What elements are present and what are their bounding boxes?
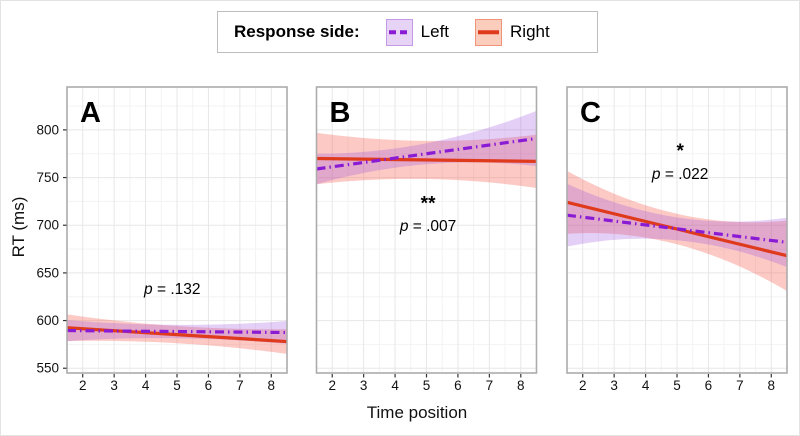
x-axis-label: Time position	[366, 403, 468, 422]
panel-C-border	[566, 86, 788, 374]
legend-key-left-swatch	[385, 18, 413, 46]
y-tick-label: 550	[36, 361, 59, 376]
legend-item-left: Left	[385, 18, 450, 46]
y-axis-label: RT (ms)	[9, 196, 28, 258]
solid-line-icon	[478, 30, 500, 34]
panel-A-x-tick-label: 3	[110, 378, 118, 393]
panel-C-ribbon-left	[567, 183, 787, 268]
panel-B-x-tick-label: 3	[360, 378, 368, 393]
panel-C-significance-stars: *	[676, 141, 684, 162]
panel-B-border	[315, 86, 538, 374]
panel-B-significance-stars: **	[421, 193, 436, 214]
panel-C-x-tick-label: 3	[610, 378, 618, 393]
panel-C-x-tick-label: 7	[736, 378, 744, 393]
panel-C-p-value: p = .022	[651, 166, 708, 183]
panel-A-border	[66, 86, 288, 374]
panel-A-x-tick-label: 6	[205, 378, 213, 393]
panel-B-ribbon-left	[316, 110, 537, 185]
legend-label-right: Right	[510, 22, 550, 41]
panel-B-regression-line-left	[316, 136, 537, 171]
dashed-line-icon	[388, 30, 410, 34]
legend-item-right: Right	[475, 18, 550, 46]
panel-A-x-tick-label: 5	[173, 378, 181, 393]
panel-B-x-tick-label: 2	[328, 378, 336, 393]
panel-C-letter: C	[580, 97, 601, 129]
legend-key-right-swatch	[475, 18, 503, 46]
panel-A-x-tick-label: 7	[236, 378, 244, 393]
panel-A-x-tick-label: 4	[142, 378, 150, 393]
legend-box: Response side: Left Right	[217, 11, 598, 53]
panel-A-x-tick-label: 2	[79, 378, 87, 393]
panel-B-letter: B	[330, 97, 351, 129]
panel-C-x-tick-label: 4	[642, 378, 650, 393]
panel-B-regression-line-right	[316, 156, 537, 163]
panel-B-x-tick-label: 4	[391, 378, 399, 393]
panel-B-x-tick-label: 7	[486, 378, 494, 393]
panel-C-x-tick-label: 5	[673, 378, 681, 393]
y-tick-label: 650	[36, 265, 59, 280]
legend-label-left: Left	[420, 22, 450, 41]
y-tick-label: 600	[36, 313, 59, 328]
panel-A-p-value: p = .132	[143, 281, 200, 298]
panel-A-letter: A	[80, 97, 101, 129]
panel-B-x-tick-label: 6	[454, 378, 462, 393]
y-tick-label: 700	[36, 218, 59, 233]
panel-B-x-tick-label: 5	[423, 378, 431, 393]
panel-C-regression-line-right	[566, 200, 788, 258]
y-tick-label: 800	[36, 122, 59, 137]
panel-C-x-tick-label: 8	[768, 378, 776, 393]
legend-title: Response side:	[234, 22, 360, 41]
panel-C-x-tick-label: 2	[579, 378, 587, 393]
panel-A-x-tick-label: 8	[268, 378, 276, 393]
panel-C-x-tick-label: 6	[705, 378, 713, 393]
panel-C-ribbon-right	[567, 170, 787, 292]
panel-B-x-tick-label: 8	[517, 378, 525, 393]
panel-B-p-value: p = .007	[399, 218, 456, 235]
y-tick-label: 750	[36, 170, 59, 185]
panel-A-regression-line-right	[66, 326, 288, 344]
